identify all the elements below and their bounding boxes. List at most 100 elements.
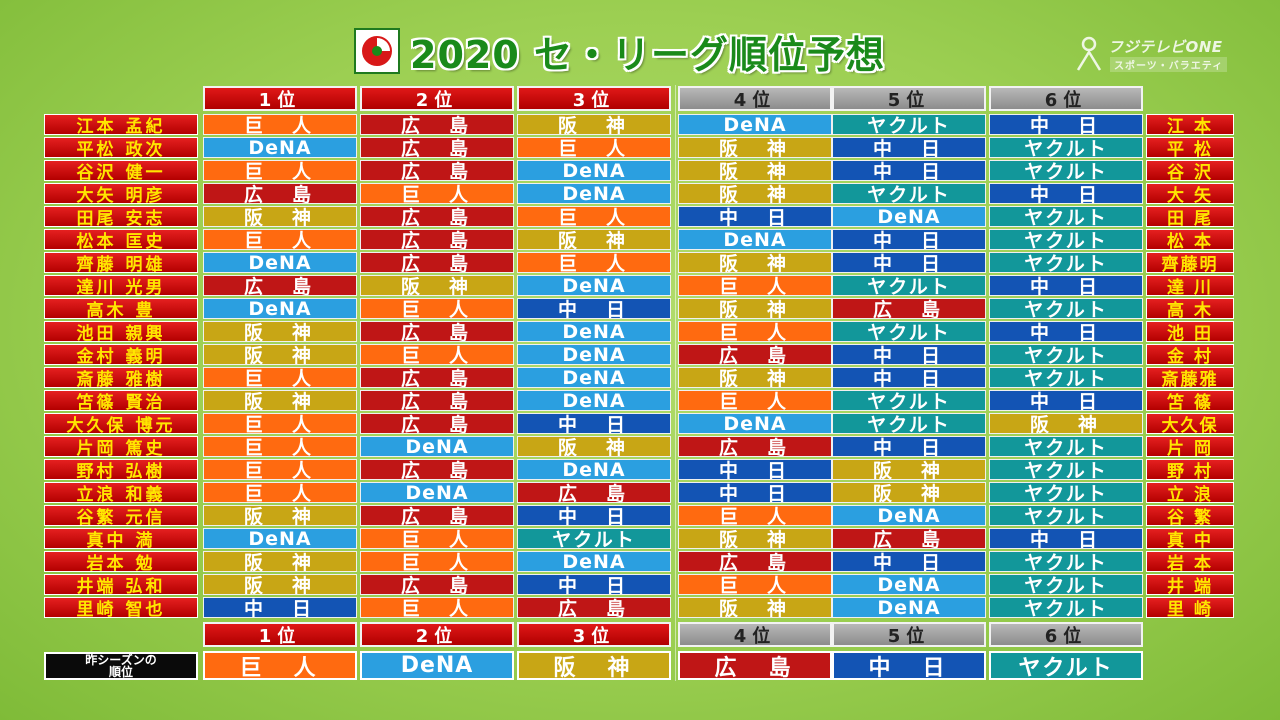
title-bar: 2020 セ・リーグ順位予想 [354,28,885,77]
team-cell-hiroshima: 広 島 [360,252,514,273]
team-cell-yakult: ヤクルト [989,551,1143,572]
rank-header-4: 4位 [678,86,832,111]
rank-header-5: 5位 [832,86,986,111]
team-cell-dena: DeNA [517,321,671,342]
team-cell-hanshin: 阪 神 [203,574,357,595]
team-cell-giants: 巨 人 [360,551,514,572]
commentator-name: 大久保 博元 [44,413,198,434]
team-cell-chunichi: 中 日 [989,321,1143,342]
rank-header-6: 6位 [989,86,1143,111]
team-cell-yakult: ヤクルト [989,160,1143,181]
commentator-name: 真中 満 [44,528,198,549]
commentator-short-name: 真 中 [1146,528,1234,549]
commentator-short-name: 片 岡 [1146,436,1234,457]
page-title: 2020 セ・リーグ順位予想 [410,32,885,77]
team-cell-dena: DeNA [517,551,671,572]
team-cell-yakult: ヤクルト [989,574,1143,595]
team-cell-hiroshima: 広 島 [517,482,671,503]
team-cell-hanshin: 阪 神 [678,252,832,273]
commentator-short-name: 金 村 [1146,344,1234,365]
team-cell-hiroshima: 広 島 [360,160,514,181]
team-cell-chunichi: 中 日 [832,137,986,158]
commentator-name: 谷繁 元信 [44,505,198,526]
commentator-short-name: 田 尾 [1146,206,1234,227]
team-cell-yakult: ヤクルト [989,459,1143,480]
team-cell-chunichi: 中 日 [989,275,1143,296]
team-cell-hiroshima: 広 島 [678,344,832,365]
team-cell-chunichi: 中 日 [832,367,986,388]
last-season-team-yakult: ヤクルト [989,651,1143,680]
team-cell-chunichi: 中 日 [832,551,986,572]
team-cell-hiroshima: 広 島 [360,390,514,411]
team-cell-hanshin: 阪 神 [678,298,832,319]
team-cell-hiroshima: 広 島 [360,206,514,227]
last-season-team-giants: 巨 人 [203,651,357,680]
team-cell-chunichi: 中 日 [989,528,1143,549]
commentator-short-name: 松 本 [1146,229,1234,250]
commentator-name: 笘篠 賢治 [44,390,198,411]
channel-watermark: フジテレビONE スポーツ・バラエティ [1074,36,1244,74]
team-cell-giants: 巨 人 [203,114,357,135]
team-cell-hanshin: 阪 神 [678,367,832,388]
commentator-name: 野村 弘樹 [44,459,198,480]
commentator-short-name: 里 崎 [1146,597,1234,618]
team-cell-giants: 巨 人 [203,413,357,434]
commentator-name: 江本 孟紀 [44,114,198,135]
commentator-short-name: 井 端 [1146,574,1234,595]
team-cell-hiroshima: 広 島 [360,459,514,480]
commentator-name: 大矢 明彦 [44,183,198,204]
team-cell-hanshin: 阪 神 [517,229,671,250]
team-cell-hiroshima: 広 島 [360,321,514,342]
team-cell-yakult: ヤクルト [989,367,1143,388]
team-cell-yakult: ヤクルト [989,505,1143,526]
team-cell-yakult: ヤクルト [989,298,1143,319]
team-cell-yakult: ヤクルト [989,137,1143,158]
team-cell-chunichi: 中 日 [832,160,986,181]
commentator-short-name: 岩 本 [1146,551,1234,572]
team-cell-chunichi: 中 日 [832,436,986,457]
commentator-name: 高木 豊 [44,298,198,319]
channel-sub: スポーツ・バラエティ [1110,57,1228,72]
commentator-name: 片岡 篤史 [44,436,198,457]
team-cell-hanshin: 阪 神 [203,344,357,365]
rank-footer-5: 5位 [832,622,986,647]
team-cell-dena: DeNA [360,436,514,457]
team-cell-hanshin: 阪 神 [517,114,671,135]
team-cell-hanshin: 阪 神 [678,160,832,181]
team-cell-chunichi: 中 日 [989,390,1143,411]
team-cell-giants: 巨 人 [678,505,832,526]
commentator-name: 里崎 智也 [44,597,198,618]
commentator-name: 田尾 安志 [44,206,198,227]
rank-header-3: 3位 [517,86,671,111]
commentator-short-name: 大 矢 [1146,183,1234,204]
team-cell-dena: DeNA [517,344,671,365]
team-cell-yakult: ヤクルト [832,114,986,135]
commentator-short-name: 立 浪 [1146,482,1234,503]
team-cell-yakult: ヤクルト [989,597,1143,618]
commentator-short-name: 谷 沢 [1146,160,1234,181]
team-cell-dena: DeNA [678,114,832,135]
team-cell-dena: DeNA [678,413,832,434]
team-cell-yakult: ヤクルト [832,183,986,204]
team-cell-hanshin: 阪 神 [678,137,832,158]
team-cell-dena: DeNA [203,252,357,273]
team-cell-dena: DeNA [517,183,671,204]
team-cell-giants: 巨 人 [517,137,671,158]
team-cell-hiroshima: 広 島 [678,436,832,457]
team-cell-dena: DeNA [203,298,357,319]
team-cell-hiroshima: 広 島 [517,597,671,618]
team-cell-chunichi: 中 日 [203,597,357,618]
team-cell-yakult: ヤクルト [989,229,1143,250]
team-cell-giants: 巨 人 [517,252,671,273]
team-cell-hanshin: 阪 神 [832,459,986,480]
team-cell-hiroshima: 広 島 [360,137,514,158]
team-cell-yakult: ヤクルト [989,436,1143,457]
team-cell-hiroshima: 広 島 [360,574,514,595]
team-cell-yakult: ヤクルト [517,528,671,549]
last-season-team-dena: DeNA [360,651,514,680]
baseball-logo-icon [360,34,394,68]
team-cell-giants: 巨 人 [360,298,514,319]
team-cell-yakult: ヤクルト [989,344,1143,365]
team-cell-dena: DeNA [517,367,671,388]
commentator-name: 立浪 和義 [44,482,198,503]
